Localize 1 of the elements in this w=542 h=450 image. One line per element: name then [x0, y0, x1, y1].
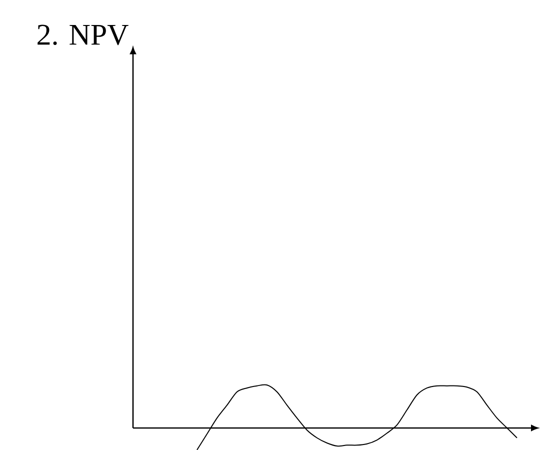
text: 2. NPV	[38, 24, 128, 46]
